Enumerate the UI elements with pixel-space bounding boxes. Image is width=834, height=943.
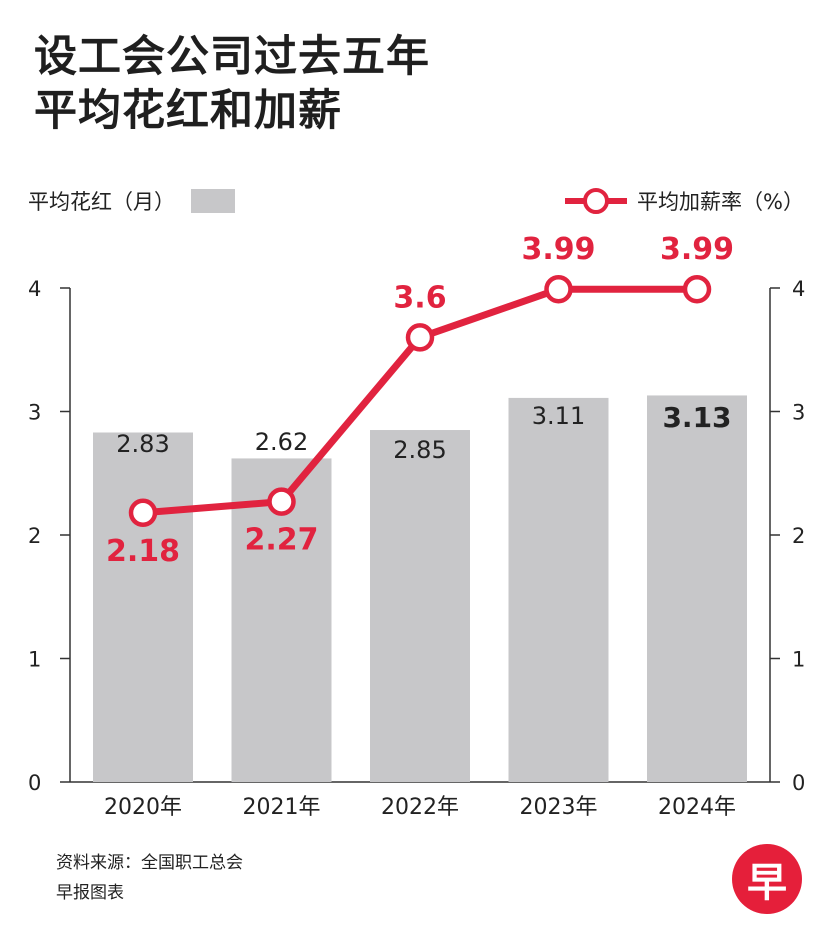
bar-value-label: 3.13 [662,401,731,434]
bar-value-label: 2.85 [393,436,446,464]
salary-point [267,487,296,516]
salary-point [682,274,712,304]
line-labels: 2.18 2.27 3.6 3.99 3.99 [106,232,734,569]
bar-value-label: 2.83 [116,430,169,458]
legend-line-marker-icon [565,188,628,214]
legend-bars-label: 平均花红（月） [28,190,175,214]
left-tick-label: 1 [28,648,41,672]
left-tick-label: 0 [28,771,41,795]
bar [508,397,609,782]
right-tick-label: 4 [792,277,805,301]
bar [647,395,747,782]
source-note: 资料来源：全国职工总会 早报图表 [56,848,243,908]
x-tick-label: 2023年 [520,795,598,820]
source-line-1: 资料来源：全国职工总会 [56,853,243,873]
bar-value-label: 3.11 [532,402,585,430]
left-tick-label: 4 [28,277,41,301]
left-tick-label: 2 [28,524,41,548]
source-line-2: 早报图表 [56,883,124,903]
legend-bars: 平均花红（月） [28,186,235,216]
salary-value-label: 3.6 [393,280,446,315]
bar-value-label: 2.62 [255,428,308,456]
bar-labels: 2.83 2.62 2.85 3.11 3.13 [116,401,731,464]
x-axis-labels: 2020年 2021年 2022年 2023年 2024年 [104,795,736,820]
x-tick-label: 2024年 [658,795,736,820]
x-tick-label: 2021年 [243,795,321,820]
chart-title: 设工会公司过去五年 平均花红和加薪 [34,30,430,138]
x-tick-label: 2020年 [104,795,182,820]
title-line-2: 平均花红和加薪 [34,86,342,136]
right-tick-label: 2 [792,524,805,548]
salary-point [544,274,573,304]
title-line-1: 设工会公司过去五年 [34,32,430,82]
legend-line-label: 平均加薪率（%） [637,190,804,214]
zaobao-logo: 早 [732,844,802,914]
right-tick-label: 0 [792,771,805,795]
bar [93,432,193,782]
bar-series [93,395,747,782]
bar [370,430,470,782]
x-tick-label: 2022年 [381,795,459,820]
line-series [128,274,712,528]
salary-point [128,498,158,528]
right-tick-label: 1 [792,648,805,672]
right-tick-label: 3 [792,401,805,425]
left-tick-label: 3 [28,401,41,425]
salary-point [405,323,435,352]
legend-bars-swatch [191,189,235,213]
salary-value-label: 3.99 [660,232,734,267]
legend-line: 平均加薪率（%） [563,186,804,216]
salary-value-label: 3.99 [521,232,595,267]
salary-value-label: 2.18 [106,534,180,569]
salary-value-label: 2.27 [244,523,318,558]
right-axis: 0 1 2 3 4 [769,277,805,795]
